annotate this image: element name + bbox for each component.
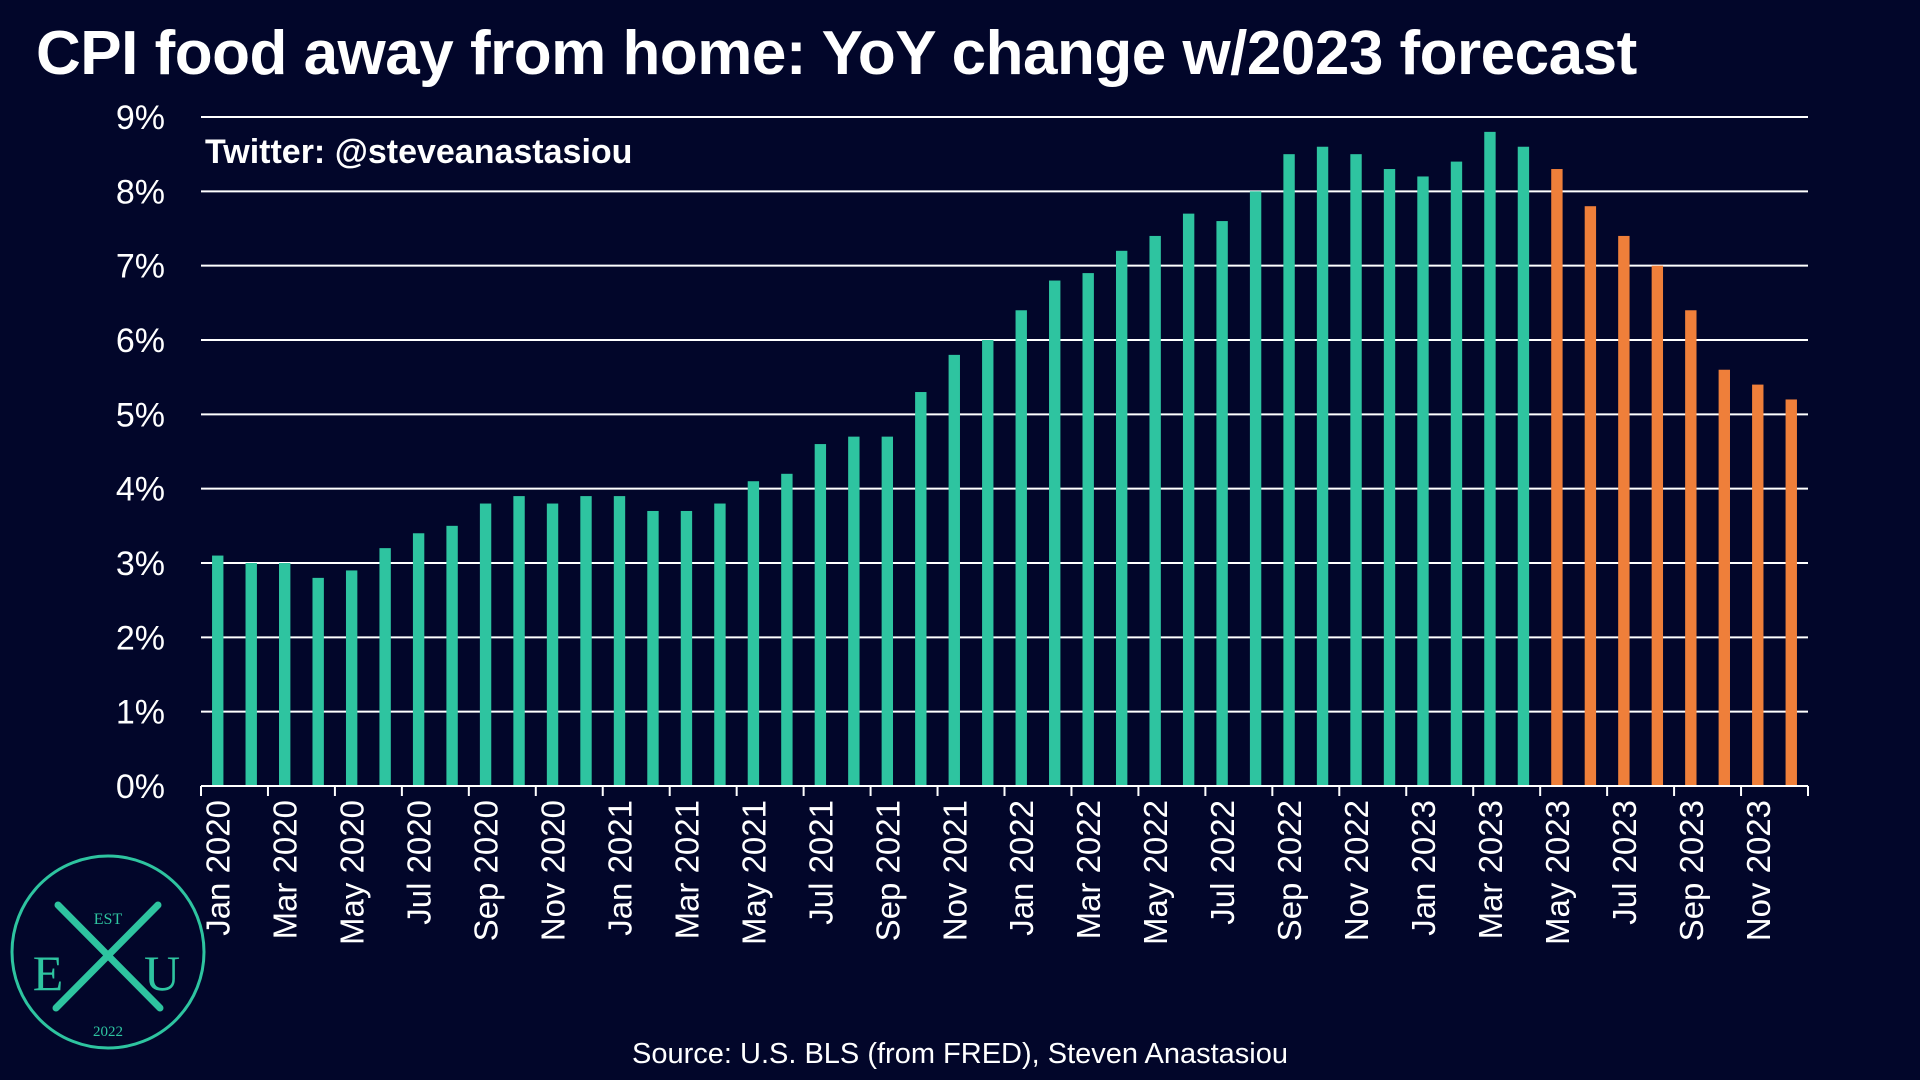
bar-actual (948, 354, 960, 786)
bar-actual (881, 436, 894, 786)
x-tick-label: May 2020 (334, 800, 371, 945)
x-tick-label: Jan 2022 (1003, 800, 1040, 936)
bar-actual (546, 503, 559, 786)
x-tick-label: Jul 2021 (802, 800, 839, 925)
x-tick-label: Nov 2020 (535, 800, 572, 941)
bar-actual (279, 563, 291, 786)
y-tick-label: 9% (116, 99, 165, 137)
bar-forecast (1651, 265, 1664, 787)
x-tick-label: Jan 2021 (601, 800, 638, 936)
x-axis-tick-labels: Jan 2020 Mar 2020 May 2020 Jul 2020 Sep 2020… (200, 800, 1777, 945)
bar-forecast (1685, 310, 1697, 786)
x-tick-label: Sep 2023 (1673, 800, 1710, 941)
bar-actual (1182, 213, 1195, 787)
logo-bottom-text: 2022 (93, 1024, 123, 1040)
bar-forecast (1718, 369, 1730, 786)
y-tick-label: 7% (116, 248, 165, 286)
x-tick-label: Jan 2020 (200, 800, 237, 936)
bar-actual (1115, 250, 1128, 787)
bar-actual (212, 555, 224, 786)
bar-actual (814, 444, 827, 786)
bar-actual (312, 577, 324, 786)
bar-forecast (1785, 399, 1797, 786)
bar-actual (580, 496, 592, 786)
source-note: Source: U.S. BLS (from FRED), Steven Ana… (632, 1038, 1288, 1070)
x-axis (200, 785, 1809, 796)
x-tick-label: Sep 2021 (869, 800, 906, 941)
bar-actual (345, 570, 358, 786)
bar-actual (714, 503, 726, 786)
bar-actual (1149, 235, 1161, 786)
bar-actual (781, 473, 793, 786)
bar-actual (379, 548, 391, 786)
bar-actual (1249, 191, 1262, 787)
grid-lines (201, 116, 1808, 713)
bar-forecast (1551, 169, 1563, 787)
y-tick-label: 3% (116, 545, 165, 583)
bar-actual (1417, 176, 1429, 786)
bar-actual (982, 340, 994, 786)
logo-left-letter: E (33, 945, 64, 1001)
bars (212, 131, 1797, 787)
bar-actual (1316, 146, 1329, 786)
bar-forecast (1584, 206, 1597, 786)
x-tick-label: Jul 2022 (1204, 800, 1241, 925)
x-tick-label: May 2021 (735, 800, 772, 945)
logo-top-text: EST (94, 911, 123, 928)
y-tick-label: 0% (116, 768, 165, 806)
bar-actual (1383, 169, 1396, 787)
bar-actual (848, 436, 860, 786)
y-axis-tick-labels: 0% 1% 2% 3% 4% 5% 6% 7% 8% 9% (116, 99, 165, 806)
x-tick-label: Nov 2021 (936, 800, 973, 941)
x-tick-label: May 2023 (1539, 800, 1576, 945)
bar-actual (479, 503, 492, 786)
bar-actual (446, 525, 458, 786)
y-tick-label: 5% (116, 396, 165, 434)
x-tick-label: Mar 2021 (668, 800, 705, 939)
x-tick-label: Jul 2023 (1606, 800, 1643, 925)
logo-right-letter: U (144, 945, 180, 1001)
bar-actual (647, 510, 659, 786)
y-tick-label: 4% (116, 471, 165, 509)
bar-actual (680, 510, 693, 786)
bar-forecast (1752, 384, 1764, 786)
bar-actual (1082, 273, 1094, 787)
bar-actual (747, 481, 760, 786)
chart-title: CPI food away from home: YoY change w/20… (36, 19, 1637, 88)
bar-actual (1517, 146, 1530, 786)
watermark-text: Twitter: @steveanastasiou (205, 133, 632, 171)
bar-actual (1484, 131, 1496, 786)
bar-actual (613, 496, 626, 786)
x-tick-label: May 2022 (1137, 800, 1174, 945)
bar-actual (1216, 221, 1228, 787)
y-tick-label: 1% (116, 694, 165, 732)
bar-actual (1450, 161, 1463, 787)
x-tick-label: Mar 2020 (267, 800, 304, 939)
x-tick-label: Jan 2023 (1405, 800, 1442, 936)
bar-actual (1283, 154, 1295, 786)
logo-cross-line-b (52, 901, 162, 1012)
x-tick-label: Sep 2020 (468, 800, 505, 941)
logo: EST E U 2022 (10, 854, 206, 1050)
y-tick-label: 2% (116, 619, 165, 657)
logo-ring (10, 854, 206, 1050)
bar-actual (915, 392, 927, 786)
x-tick-label: Mar 2023 (1472, 800, 1509, 939)
bar-actual (412, 533, 425, 786)
x-tick-label: Nov 2022 (1338, 800, 1375, 941)
bar-actual (513, 496, 525, 786)
bar-actual (1350, 154, 1362, 786)
bar-forecast (1618, 235, 1630, 786)
x-tick-label: Sep 2022 (1271, 800, 1308, 941)
bar-actual (1049, 280, 1061, 786)
y-tick-label: 6% (116, 322, 165, 360)
x-tick-label: Nov 2023 (1740, 800, 1777, 941)
x-tick-label: Mar 2022 (1070, 800, 1107, 939)
bar-actual (1015, 310, 1027, 786)
y-tick-label: 8% (116, 173, 165, 211)
x-tick-label: Jul 2020 (401, 800, 438, 925)
bar-actual (245, 563, 257, 786)
